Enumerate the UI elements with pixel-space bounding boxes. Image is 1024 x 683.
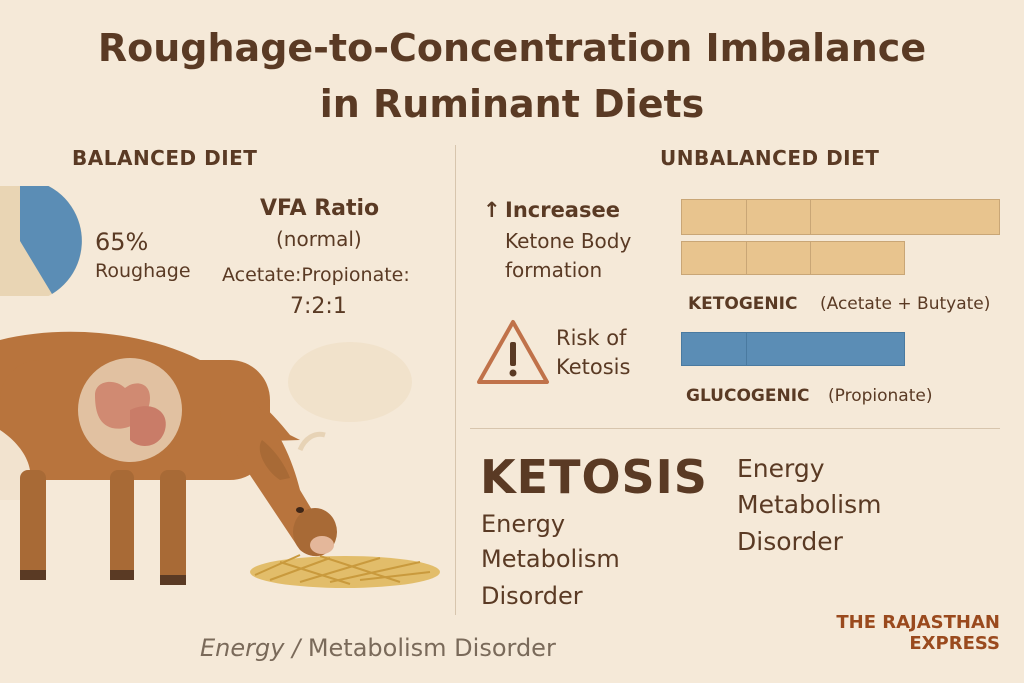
- rumen-organ-highlight: [78, 358, 182, 462]
- side-line1: Energy: [737, 454, 825, 483]
- cow-body: [0, 331, 337, 585]
- ketogenic-label: KETOGENIC: [688, 294, 798, 314]
- ketogenic-detail: (Acetate + Butyate): [820, 294, 991, 314]
- vfa-ratio-title: VFA Ratio: [260, 196, 380, 221]
- page-title-line2: in Ruminant Diets: [319, 82, 705, 126]
- ketosis-title: KETOSIS: [480, 450, 708, 504]
- risk-line1: Risk of: [556, 326, 627, 350]
- footer-caption-rest: Metabolism Disorder: [307, 634, 556, 662]
- footer-caption: Energy / Metabolism Disorder: [200, 634, 556, 662]
- glucogenic-bar: [681, 332, 905, 366]
- unbalanced-diet-heading: UNBALANCED DIET: [660, 146, 880, 170]
- hay-pile: [250, 554, 440, 588]
- ketogenic-bar-bottom: [681, 241, 905, 275]
- brand-logo: THE RAJASTHAN EXPRESS: [828, 612, 1000, 654]
- ketone-text-line3: formation: [505, 258, 603, 282]
- roughage-label: Roughage: [95, 260, 191, 282]
- balanced-diet-heading: BALANCED DIET: [72, 146, 258, 170]
- side-line3: Disorder: [737, 527, 843, 556]
- ketone-text-line2: Ketone Body: [505, 229, 632, 253]
- ketosis-line3: Disorder: [481, 582, 583, 610]
- ratio-label: Acetate:Propionate:: [222, 264, 410, 286]
- footer-caption-italic: Energy /: [200, 634, 301, 662]
- vertical-divider: [455, 145, 456, 615]
- side-line2: Metabolism: [737, 490, 882, 519]
- risk-line2: Ketosis: [556, 355, 631, 379]
- pie-roughage-slice: [20, 186, 82, 294]
- vfa-ratio-subtitle: (normal): [276, 227, 362, 251]
- ketone-arrow-icon: ↑: [483, 198, 501, 222]
- warning-icon: [477, 320, 549, 384]
- brand-line1: THE RAJASTHAN: [836, 612, 1000, 633]
- cow-illustration: [0, 331, 440, 588]
- page-title-line1: Roughage-to-Concentration Imbalance: [97, 26, 927, 70]
- ketosis-line2: Metabolism: [481, 545, 620, 573]
- ketogenic-bar-top: [681, 199, 1000, 235]
- roughage-pie-chart: [0, 186, 82, 296]
- horizontal-divider: [470, 428, 1000, 429]
- roughage-percent: 65%: [95, 228, 149, 256]
- ratio-value: 7:2:1: [290, 294, 347, 319]
- ketone-text-line1: Increasee: [505, 198, 620, 222]
- glucogenic-label: GLUCOGENIC: [686, 386, 810, 406]
- brand-line2: EXPRESS: [909, 633, 1000, 654]
- ketosis-line1: Energy: [481, 510, 566, 538]
- glucogenic-detail: (Propionate): [828, 386, 933, 406]
- cloud-shape: [288, 342, 412, 422]
